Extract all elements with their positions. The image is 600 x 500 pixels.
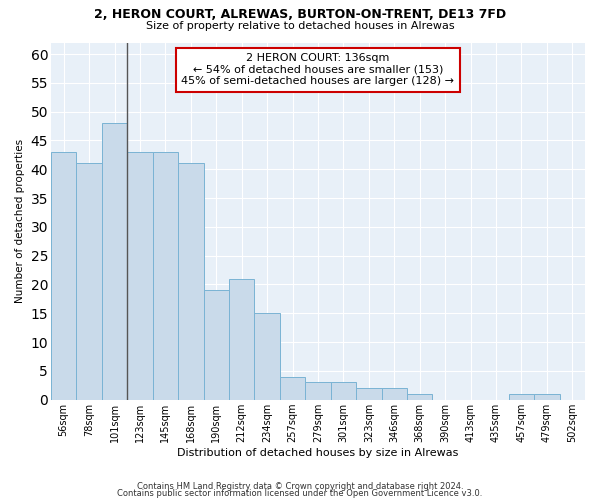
Bar (305, 382, 331, 400)
Bar (203, 290, 229, 400)
Bar (407, 394, 433, 400)
Bar (331, 382, 356, 400)
Bar (382, 388, 407, 400)
Bar (51, 152, 76, 400)
Bar (534, 394, 560, 400)
Text: 2 HERON COURT: 136sqm
← 54% of detached houses are smaller (153)
45% of semi-det: 2 HERON COURT: 136sqm ← 54% of detached … (181, 53, 454, 86)
Bar (509, 394, 534, 400)
Text: Contains HM Land Registry data © Crown copyright and database right 2024.: Contains HM Land Registry data © Crown c… (137, 482, 463, 491)
Text: Size of property relative to detached houses in Alrewas: Size of property relative to detached ho… (146, 21, 454, 31)
Bar (102, 123, 127, 400)
Bar (229, 278, 254, 400)
Text: Contains public sector information licensed under the Open Government Licence v3: Contains public sector information licen… (118, 489, 482, 498)
Bar (254, 314, 280, 400)
X-axis label: Distribution of detached houses by size in Alrewas: Distribution of detached houses by size … (177, 448, 458, 458)
Y-axis label: Number of detached properties: Number of detached properties (15, 139, 25, 303)
Bar (152, 152, 178, 400)
Bar (76, 164, 102, 400)
Bar (356, 388, 382, 400)
Text: 2, HERON COURT, ALREWAS, BURTON-ON-TRENT, DE13 7FD: 2, HERON COURT, ALREWAS, BURTON-ON-TRENT… (94, 8, 506, 20)
Bar (178, 164, 203, 400)
Bar (127, 152, 152, 400)
Bar (280, 376, 305, 400)
